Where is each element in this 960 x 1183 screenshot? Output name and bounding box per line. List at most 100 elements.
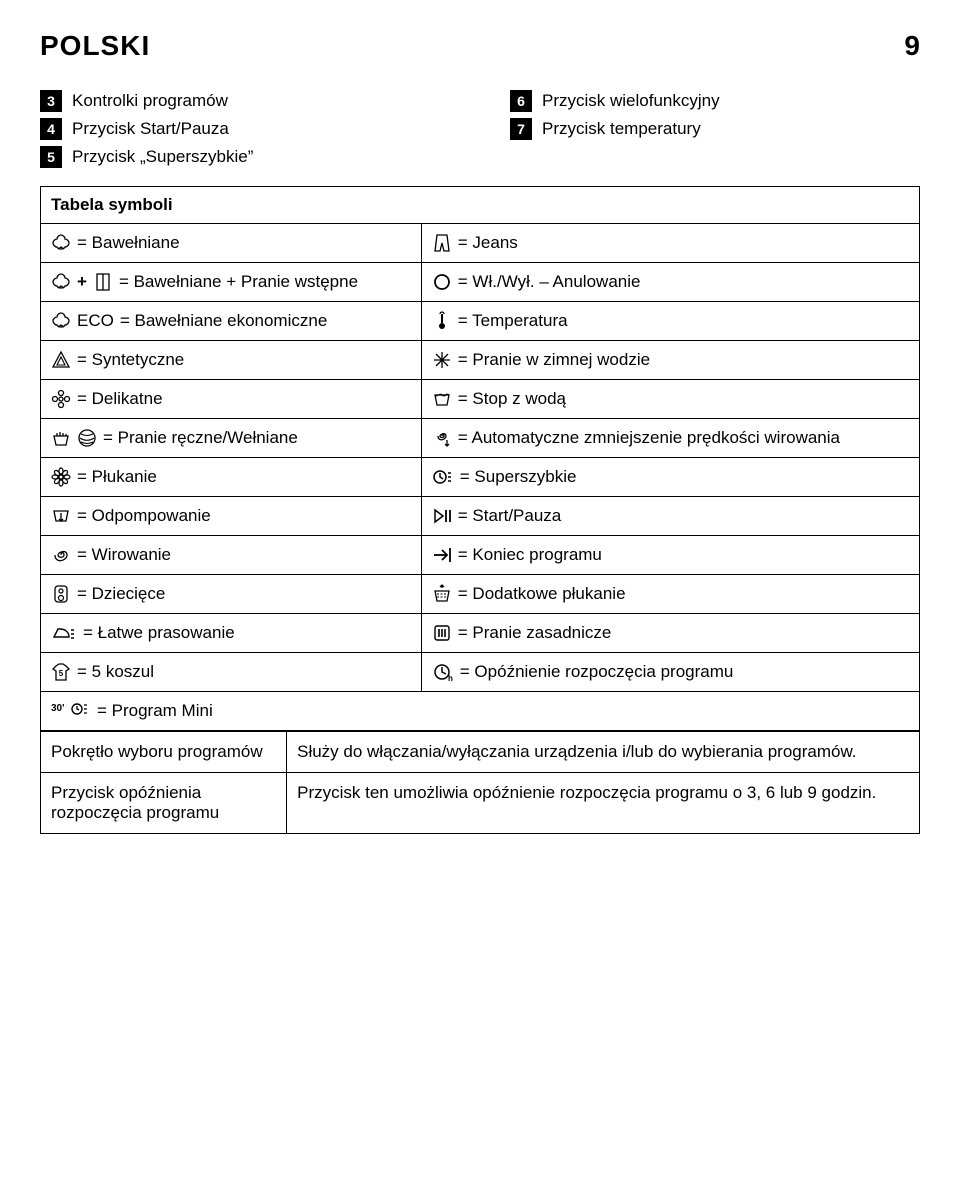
start-pause-icon bbox=[432, 505, 452, 527]
control-item: 6 Przycisk wielofunkcyjny bbox=[510, 90, 920, 112]
symbol-label: = Wł./Wył. – Anulowanie bbox=[458, 272, 641, 292]
control-label: Kontrolki programów bbox=[72, 91, 228, 111]
control-item: 7 Przycisk temperatury bbox=[510, 118, 920, 140]
symbol-label: = Pranie ręczne/Wełniane bbox=[103, 428, 298, 448]
control-item: 3Kontrolki programów bbox=[40, 90, 450, 112]
descriptions-table: Pokrętło wyboru programówSłuży do włącza… bbox=[40, 731, 920, 834]
symbol-row: = Dziecięce = Dodatkowe płukanie bbox=[41, 575, 920, 614]
cotton-icon bbox=[51, 232, 71, 254]
doc-title: POLSKI bbox=[40, 30, 150, 62]
prewash-main-icon bbox=[432, 622, 452, 644]
desc-definition: Przycisk ten umożliwia opóźnienie rozpoc… bbox=[287, 773, 920, 834]
desc-row: Przycisk opóźnienia rozpoczęcia programu… bbox=[41, 773, 920, 834]
symbol-row: = Delikatne = Stop z wodą bbox=[41, 380, 920, 419]
control-label: Przycisk Start/Pauza bbox=[72, 119, 229, 139]
baby-icon bbox=[51, 583, 71, 605]
cotton-icon bbox=[51, 310, 71, 332]
control-item: 4 Przycisk Start/Pauza bbox=[40, 118, 450, 140]
wool-icon bbox=[77, 427, 97, 449]
symbol-label: = Automatyczne zmniejszenie prędkości wi… bbox=[458, 428, 840, 448]
page-header: POLSKI 9 bbox=[40, 30, 920, 62]
symbol-label: = Dziecięce bbox=[77, 584, 165, 604]
pump-icon bbox=[51, 505, 71, 527]
jeans-icon bbox=[432, 232, 452, 254]
symbols-table: Tabela symboli = Bawełniane = Jeans+= Baw… bbox=[40, 186, 920, 731]
symbol-cell: = 5 koszul bbox=[41, 653, 422, 692]
desc-term: Pokrętło wyboru programów bbox=[41, 732, 287, 773]
shirt5-icon bbox=[51, 661, 71, 683]
page-number: 9 bbox=[904, 30, 920, 62]
symbol-label: = Program Mini bbox=[97, 701, 213, 721]
symbol-cell: = Automatyczne zmniejszenie prędkości wi… bbox=[421, 419, 919, 458]
symbol-cell: = Temperatura bbox=[421, 302, 919, 341]
spiral-icon bbox=[51, 544, 71, 566]
control-number: 4 bbox=[40, 118, 62, 140]
symbol-label: = Pranie zasadnicze bbox=[458, 623, 612, 643]
circle-icon bbox=[432, 271, 452, 293]
symbol-cell: = Delikatne bbox=[41, 380, 422, 419]
control-label: Przycisk „Superszybkie” bbox=[72, 147, 253, 167]
symbol-label: = Pranie w zimnej wodzie bbox=[458, 350, 650, 370]
symbol-label: = Bawełniane ekonomiczne bbox=[120, 311, 327, 331]
spiral-down-icon bbox=[432, 427, 452, 449]
tub-icon bbox=[432, 388, 452, 410]
symbol-row: = Bawełniane = Jeans bbox=[41, 224, 920, 263]
symbol-label: = 5 koszul bbox=[77, 662, 154, 682]
symbol-cell: = Syntetyczne bbox=[41, 341, 422, 380]
symbol-label: = Opóźnienie rozpoczęcia programu bbox=[460, 662, 734, 682]
symbol-cell: = Superszybkie bbox=[421, 458, 919, 497]
control-item: 5Przycisk „Superszybkie” bbox=[40, 146, 450, 168]
control-number: 7 bbox=[510, 118, 532, 140]
prefix-text: ECO bbox=[77, 311, 114, 331]
symbol-label: = Stop z wodą bbox=[458, 389, 566, 409]
symbol-row: = Płukanie = Superszybkie bbox=[41, 458, 920, 497]
symbol-cell: = Płukanie bbox=[41, 458, 422, 497]
symbol-row: = Odpompowanie = Start/Pauza bbox=[41, 497, 920, 536]
symbol-label: = Dodatkowe płukanie bbox=[458, 584, 626, 604]
symbol-label: = Łatwe prasowanie bbox=[83, 623, 235, 643]
symbol-cell: = Stop z wodą bbox=[421, 380, 919, 419]
control-label: Przycisk temperatury bbox=[542, 119, 701, 139]
symbol-label: = Superszybkie bbox=[460, 467, 577, 487]
iron-lines-icon bbox=[51, 622, 77, 644]
symbol-label: = Bawełniane + Pranie wstępne bbox=[119, 272, 358, 292]
symbol-cell: = Jeans bbox=[421, 224, 919, 263]
symbol-label: = Bawełniane bbox=[77, 233, 180, 253]
symbol-cell: = Bawełniane bbox=[41, 224, 422, 263]
symbol-cell: = Start/Pauza bbox=[421, 497, 919, 536]
symbol-label: = Syntetyczne bbox=[77, 350, 184, 370]
symbol-row: = Pranie ręczne/Wełniane = Automatyczne z… bbox=[41, 419, 920, 458]
table-header: Tabela symboli bbox=[41, 187, 920, 224]
hand-icon bbox=[51, 427, 71, 449]
desc-term: Przycisk opóźnienia rozpoczęcia programu bbox=[41, 773, 287, 834]
symbol-label: = Delikatne bbox=[77, 389, 163, 409]
symbol-row: ECO = Bawełniane ekonomiczne = Temperatura bbox=[41, 302, 920, 341]
symbol-label: = Start/Pauza bbox=[458, 506, 561, 526]
symbol-cell: ECO = Bawełniane ekonomiczne bbox=[41, 302, 422, 341]
symbol-label: = Wirowanie bbox=[77, 545, 171, 565]
clock-lines-icon bbox=[432, 466, 454, 488]
symbol-label: = Płukanie bbox=[77, 467, 157, 487]
symbol-cell: = Dodatkowe płukanie bbox=[421, 575, 919, 614]
desc-definition: Służy do włączania/wyłączania urządzenia… bbox=[287, 732, 920, 773]
symbol-label: = Temperatura bbox=[458, 311, 568, 331]
mini30-icon bbox=[51, 700, 91, 722]
symbol-cell: = Opóźnienie rozpoczęcia programu bbox=[421, 653, 919, 692]
symbol-row: += Bawełniane + Pranie wstępne = Wł./Wył.… bbox=[41, 263, 920, 302]
symbol-label: = Koniec programu bbox=[458, 545, 602, 565]
symbol-cell: = Pranie zasadnicze bbox=[421, 614, 919, 653]
symbol-cell: = Koniec programu bbox=[421, 536, 919, 575]
symbol-cell: = Odpompowanie bbox=[41, 497, 422, 536]
symbol-cell: = Program Mini bbox=[41, 692, 920, 731]
symbol-row: = Program Mini bbox=[41, 692, 920, 731]
symbol-row: = Wirowanie = Koniec programu bbox=[41, 536, 920, 575]
control-number: 6 bbox=[510, 90, 532, 112]
control-label: Przycisk wielofunkcyjny bbox=[542, 91, 720, 111]
symbol-cell: = Pranie ręczne/Wełniane bbox=[41, 419, 422, 458]
symbol-row: = Syntetyczne = Pranie w zimnej wodzie bbox=[41, 341, 920, 380]
symbol-cell: += Bawełniane + Pranie wstępne bbox=[41, 263, 422, 302]
symbol-row: = 5 koszul = Opóźnienie rozpoczęcia progr… bbox=[41, 653, 920, 692]
symbol-cell: = Łatwe prasowanie bbox=[41, 614, 422, 653]
snow-icon bbox=[432, 349, 452, 371]
symbol-label: = Odpompowanie bbox=[77, 506, 211, 526]
